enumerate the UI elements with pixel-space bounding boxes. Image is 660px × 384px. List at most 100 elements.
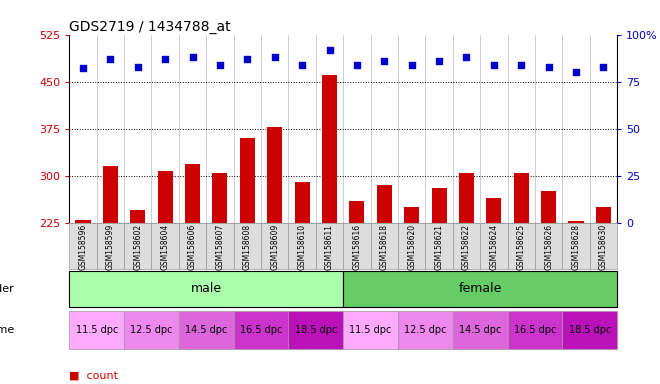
FancyBboxPatch shape: [234, 311, 288, 349]
Bar: [377, 185, 392, 223]
Text: 12.5 dpc: 12.5 dpc: [404, 325, 447, 335]
FancyBboxPatch shape: [480, 223, 508, 269]
FancyBboxPatch shape: [398, 223, 426, 269]
Text: GSM158621: GSM158621: [434, 224, 444, 270]
Text: GSM158611: GSM158611: [325, 224, 334, 270]
FancyBboxPatch shape: [562, 223, 590, 269]
Point: [242, 56, 253, 62]
FancyBboxPatch shape: [508, 311, 562, 349]
Text: GSM158630: GSM158630: [599, 224, 608, 270]
FancyBboxPatch shape: [535, 223, 562, 269]
Point: [434, 58, 444, 64]
FancyBboxPatch shape: [343, 271, 617, 307]
Point: [352, 61, 362, 68]
Point: [516, 61, 527, 68]
Bar: [103, 166, 118, 223]
Bar: [568, 222, 583, 223]
Text: GSM158626: GSM158626: [544, 224, 553, 270]
Text: 18.5 dpc: 18.5 dpc: [568, 325, 611, 335]
FancyBboxPatch shape: [371, 223, 398, 269]
Text: GSM158618: GSM158618: [379, 224, 389, 270]
FancyBboxPatch shape: [316, 223, 343, 269]
FancyBboxPatch shape: [69, 311, 124, 349]
Bar: [240, 138, 255, 223]
FancyBboxPatch shape: [69, 271, 343, 307]
Text: 16.5 dpc: 16.5 dpc: [240, 325, 282, 335]
Point: [543, 63, 554, 70]
FancyBboxPatch shape: [426, 223, 453, 269]
FancyBboxPatch shape: [179, 223, 207, 269]
Point: [105, 56, 115, 62]
FancyBboxPatch shape: [453, 223, 480, 269]
Bar: [486, 198, 502, 223]
Bar: [596, 207, 611, 223]
Point: [160, 56, 170, 62]
Text: time: time: [0, 325, 15, 335]
Bar: [267, 127, 282, 223]
Text: 14.5 dpc: 14.5 dpc: [459, 325, 502, 335]
Text: 11.5 dpc: 11.5 dpc: [349, 325, 392, 335]
Text: GSM158609: GSM158609: [270, 224, 279, 270]
FancyBboxPatch shape: [179, 311, 234, 349]
Text: male: male: [191, 283, 222, 295]
FancyBboxPatch shape: [288, 223, 316, 269]
FancyBboxPatch shape: [398, 311, 453, 349]
FancyBboxPatch shape: [124, 311, 179, 349]
Text: female: female: [459, 283, 502, 295]
FancyBboxPatch shape: [207, 223, 234, 269]
FancyBboxPatch shape: [97, 223, 124, 269]
Bar: [158, 170, 173, 223]
FancyBboxPatch shape: [261, 223, 288, 269]
FancyBboxPatch shape: [562, 311, 617, 349]
Point: [133, 63, 143, 70]
Text: 18.5 dpc: 18.5 dpc: [294, 325, 337, 335]
Point: [214, 61, 225, 68]
Text: GSM158607: GSM158607: [215, 224, 224, 270]
Bar: [213, 173, 228, 223]
Point: [324, 46, 335, 53]
Text: GSM158606: GSM158606: [188, 224, 197, 270]
Text: GSM158610: GSM158610: [298, 224, 307, 270]
Bar: [432, 188, 447, 223]
FancyBboxPatch shape: [69, 223, 97, 269]
Bar: [349, 201, 364, 223]
FancyBboxPatch shape: [124, 223, 152, 269]
Text: GSM158602: GSM158602: [133, 224, 143, 270]
Text: GSM158604: GSM158604: [160, 224, 170, 270]
Bar: [294, 182, 310, 223]
Bar: [459, 172, 474, 223]
Text: GSM158616: GSM158616: [352, 224, 362, 270]
Bar: [404, 207, 419, 223]
Text: GSM158608: GSM158608: [243, 224, 252, 270]
Bar: [185, 164, 200, 223]
Text: GSM158622: GSM158622: [462, 224, 471, 270]
Point: [598, 63, 609, 70]
Point: [78, 65, 88, 71]
Text: GSM158625: GSM158625: [517, 224, 526, 270]
Bar: [541, 191, 556, 223]
Text: 16.5 dpc: 16.5 dpc: [513, 325, 556, 335]
Point: [379, 58, 389, 64]
Text: 14.5 dpc: 14.5 dpc: [185, 325, 228, 335]
FancyBboxPatch shape: [234, 223, 261, 269]
FancyBboxPatch shape: [343, 311, 398, 349]
Text: 12.5 dpc: 12.5 dpc: [130, 325, 173, 335]
FancyBboxPatch shape: [288, 311, 343, 349]
Point: [297, 61, 308, 68]
FancyBboxPatch shape: [343, 223, 371, 269]
Point: [571, 69, 581, 75]
Text: GSM158620: GSM158620: [407, 224, 416, 270]
Text: GSM158599: GSM158599: [106, 224, 115, 270]
Point: [488, 61, 499, 68]
FancyBboxPatch shape: [590, 223, 617, 269]
Text: ■  count: ■ count: [69, 371, 118, 381]
FancyBboxPatch shape: [152, 223, 179, 269]
Bar: [322, 75, 337, 223]
Point: [269, 54, 280, 60]
Bar: [513, 172, 529, 223]
Text: GSM158624: GSM158624: [489, 224, 498, 270]
Text: gender: gender: [0, 284, 15, 294]
Text: GDS2719 / 1434788_at: GDS2719 / 1434788_at: [69, 20, 231, 33]
Text: GSM158628: GSM158628: [572, 224, 581, 270]
Point: [407, 61, 417, 68]
